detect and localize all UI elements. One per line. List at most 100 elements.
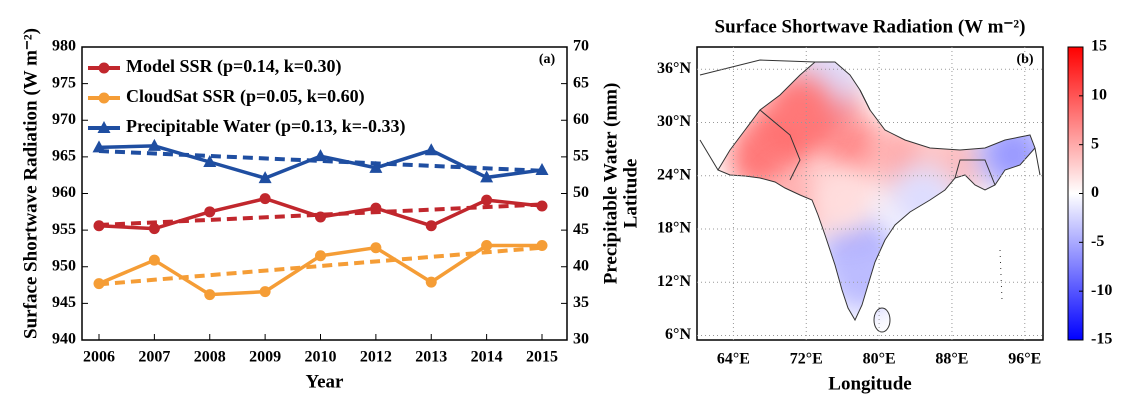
border: [699, 59, 816, 76]
y-tick-label: 965: [52, 148, 76, 165]
point: [369, 160, 383, 173]
point: [93, 220, 105, 232]
border: [759, 109, 801, 181]
y-tick-label: 6°N: [665, 326, 691, 343]
y-tick-label: 24°N: [657, 166, 691, 183]
legend-label: Model SSR (p=0.14, k=0.30): [126, 56, 342, 77]
x-tick-label: 72°E: [790, 351, 823, 368]
point: [93, 278, 105, 290]
colorbar-tick-label: -10: [1091, 282, 1112, 299]
y-tick-label: 955: [52, 221, 76, 238]
point: [315, 211, 326, 223]
y-tick-label: 970: [52, 111, 76, 128]
border: [859, 89, 871, 111]
field-cell: [888, 164, 957, 233]
colorbar-tick-label: -5: [1091, 233, 1104, 250]
coastline: [717, 61, 1036, 322]
y2-tick-label: 70: [573, 38, 589, 55]
x-tick-label: 2012: [360, 349, 392, 366]
y-axis-label: Latitude: [620, 159, 641, 229]
borders: [699, 59, 1041, 333]
point: [148, 223, 160, 235]
point: [203, 155, 217, 168]
field-cell: [807, 164, 876, 233]
point: [259, 193, 271, 205]
point: [536, 200, 548, 212]
point: [148, 254, 160, 266]
y-tick-label: 18°N: [657, 220, 691, 237]
y2-tick-label: 55: [573, 148, 589, 165]
point: [204, 206, 216, 218]
point: [315, 250, 326, 262]
y2-tick-label: 50: [573, 184, 589, 201]
map-frame: [696, 46, 1044, 341]
y-tick-label: 960: [52, 184, 76, 201]
legend-marker: [97, 121, 111, 133]
border: [954, 159, 996, 186]
legend-marker: [98, 62, 110, 74]
colorbar-tick-label: -15: [1091, 331, 1112, 348]
point: [314, 149, 327, 162]
x-tick-label: 2013: [415, 349, 447, 366]
x-tick-label: 2010: [305, 349, 337, 366]
y2-axis-label: Precipitable Water (mm): [600, 83, 621, 285]
x-tick-label: 2007: [138, 349, 170, 366]
panel-label: (a): [539, 52, 556, 67]
point: [259, 286, 271, 298]
y-tick-label: 980: [52, 38, 76, 55]
y-axis-label: Surface Shortwave Radiation (W m⁻²): [20, 28, 41, 339]
point: [204, 289, 216, 301]
y-tick-label: 12°N: [657, 273, 691, 290]
point: [92, 140, 106, 153]
x-tick-label: 2006: [83, 349, 115, 366]
colorbar-tick-label: 10: [1091, 87, 1107, 104]
y2-tick-label: 35: [573, 294, 589, 311]
y2-tick-label: 65: [573, 74, 589, 91]
point: [425, 220, 437, 232]
colorbar-tick-label: 0: [1091, 184, 1099, 201]
y-tick-label: 36°N: [657, 60, 691, 77]
point: [481, 194, 493, 206]
x-tick-label: 2009: [249, 349, 281, 366]
sri-lanka: [873, 307, 891, 333]
legend-marker: [98, 92, 110, 104]
point: [535, 163, 549, 176]
x-tick-label: 2015: [526, 349, 558, 366]
y-tick-label: 975: [52, 74, 76, 91]
x-tick-label: 80°E: [863, 351, 896, 368]
y-tick-label: 940: [52, 331, 76, 348]
border: [1034, 147, 1041, 176]
x-tick-label: 88°E: [935, 351, 968, 368]
legend-label: Precipitable Water (p=0.13, k=-0.33): [126, 116, 406, 137]
x-axis-label: Year: [306, 371, 345, 392]
point: [536, 240, 548, 252]
x-tick-label: 96°E: [1008, 351, 1041, 368]
point: [425, 276, 437, 288]
point: [258, 171, 272, 184]
point: [370, 242, 382, 254]
y-tick-label: 945: [52, 294, 76, 311]
field-cell: [827, 244, 896, 313]
colorbar-tick-label: 15: [1091, 38, 1107, 55]
x-tick-label: 64°E: [717, 351, 750, 368]
point: [480, 170, 494, 183]
x-tick-label: 2014: [471, 349, 503, 366]
point: [481, 240, 493, 252]
x-tick-label: 2008: [194, 349, 226, 366]
y-tick-label: 950: [52, 257, 76, 274]
border: [699, 139, 719, 171]
point: [147, 138, 161, 151]
point: [424, 143, 438, 156]
point: [370, 202, 382, 214]
y2-tick-label: 30: [573, 331, 589, 348]
y2-tick-label: 40: [573, 257, 589, 274]
trend-line: [98, 245, 543, 287]
islands: [999, 249, 1003, 301]
y2-tick-label: 60: [573, 111, 589, 128]
field-cell: [978, 120, 1035, 189]
x-axis-label: Longitude: [828, 373, 911, 394]
field-cell: [767, 75, 836, 144]
y-tick-label: 30°N: [657, 113, 691, 130]
y2-tick-label: 45: [573, 221, 589, 238]
